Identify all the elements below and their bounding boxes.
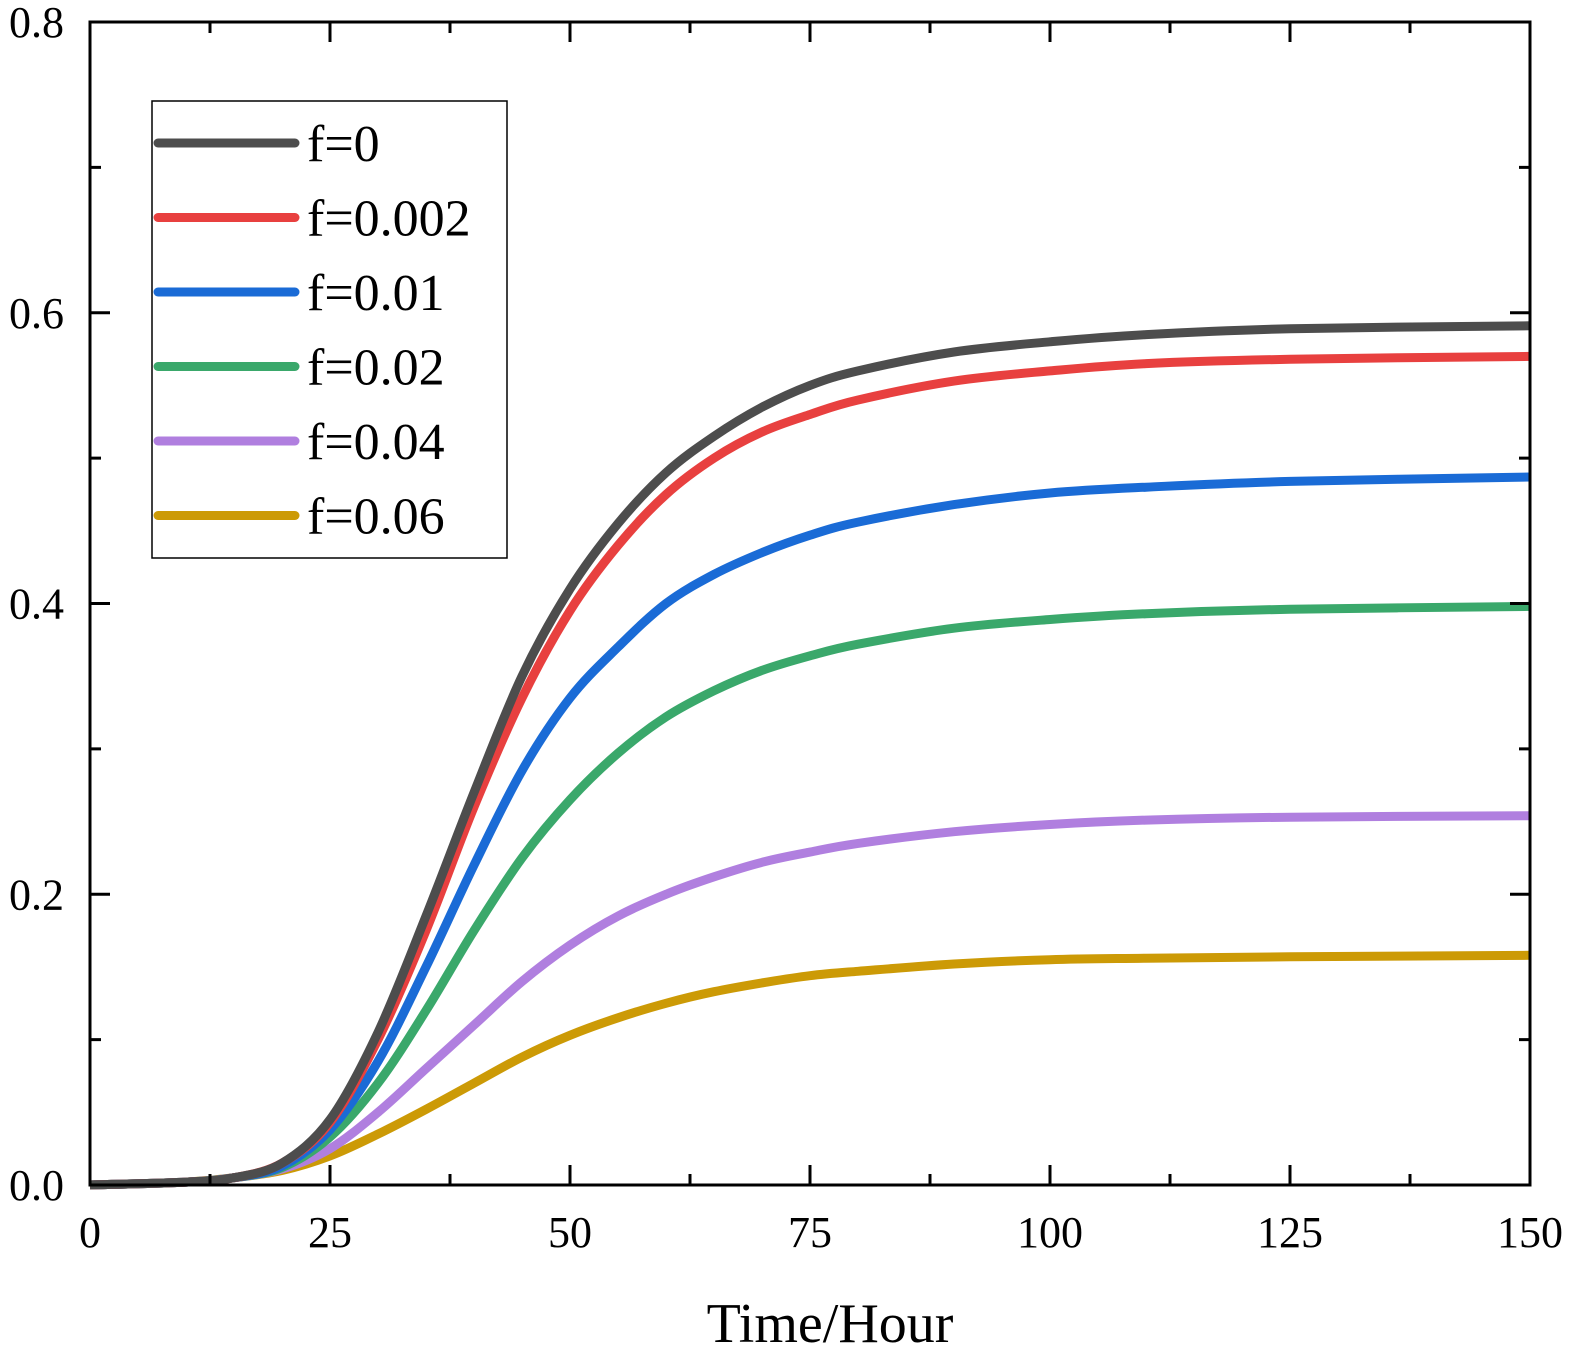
legend-label-5: f=0.06 (307, 489, 445, 546)
x-tick-label: 150 (1497, 1208, 1563, 1257)
series-line-4 (89, 811, 1531, 1190)
x-tick-label: 0 (79, 1208, 101, 1257)
y-tick-label: 0.2 (9, 870, 64, 919)
y-tick-label: 0.6 (9, 289, 64, 338)
x-tick-label: 125 (1257, 1208, 1323, 1257)
tick-layer: 0 25 50 75 100 125 150 0.0 0.2 0.4 0.6 0.8 (9, 0, 1563, 1257)
series-layer (89, 321, 1531, 1190)
x-tick-label: 75 (788, 1208, 832, 1257)
legend-box (151, 100, 508, 559)
legend-label-2: f=0.01 (307, 265, 445, 322)
x-axis-title: Time/Hour (707, 1293, 954, 1355)
x-tick-label: 100 (1017, 1208, 1083, 1257)
y-tick-label: 0.0 (9, 1161, 64, 1210)
x-tick-label: 50 (548, 1208, 592, 1257)
series-line-0 (89, 321, 1531, 1190)
legend-label-0: f=0 (307, 116, 380, 173)
y-tick-label: 0.4 (9, 580, 64, 629)
legend-label-1: f=0.002 (307, 191, 471, 248)
legend-label-4: f=0.04 (307, 414, 445, 471)
x-tick-label: 25 (308, 1208, 352, 1257)
legend: f=0 f=0.002 f=0.01 f=0.02 f=0.04 f=0.06 (151, 100, 508, 559)
legend-label-3: f=0.02 (307, 340, 445, 397)
y-tick-label: 0.8 (9, 0, 64, 47)
